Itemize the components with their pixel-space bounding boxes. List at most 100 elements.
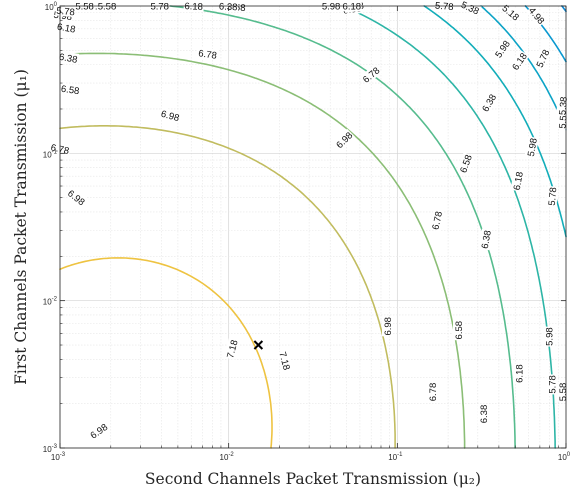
contour-label-bg (508, 49, 530, 73)
contour-label-text: 6.78 (198, 48, 218, 61)
contour-label-bg (546, 374, 558, 395)
contour-label-text: 6.38 (58, 52, 78, 66)
contour-label-text: 6.98 (160, 109, 181, 124)
contour-label: 6.58 (59, 82, 81, 97)
contour-label-bg (478, 91, 499, 115)
contour-label-text: 5.78 (56, 6, 75, 19)
contour-label-bg (453, 320, 464, 341)
contour-label-text: 6.18 (56, 22, 76, 36)
contour-label: 5.78 (546, 374, 559, 395)
y-tick-label: 10-3 (43, 444, 58, 454)
contour-label-text: 6.78 (428, 383, 439, 402)
x-axis-title-text: Second Channels Packet Transmission (μ₂) (145, 470, 481, 488)
contour-label-text: 5.58 (75, 2, 94, 13)
contour-label: 6.98 (159, 107, 182, 124)
contour-label-bg (510, 170, 525, 192)
contour-label-text: 5.58 (558, 383, 569, 402)
maximum-marker-group (253, 340, 264, 350)
contour-label-text: 6.38 (219, 1, 238, 13)
contour-label-bg (543, 326, 555, 347)
x-tick-label: 10-2 (220, 452, 235, 462)
contour-label: 7.18 (223, 337, 241, 360)
contour-label-text: 6.58 (60, 84, 80, 97)
contour-label-bg (59, 82, 81, 97)
contour-label-bg (526, 4, 548, 27)
contour-label-bg (55, 20, 78, 35)
contour-label-text: 5.78 (547, 187, 560, 206)
contour-label-bg (57, 50, 80, 65)
x-tick-label: 10-3 (51, 452, 66, 462)
contour-label-text: 5.78 (548, 375, 559, 394)
contour-label: 6.18 (55, 20, 78, 36)
contour-label: 5.58 (97, 0, 117, 13)
contour-label: 6.18 (513, 363, 526, 384)
contour-label-bg (478, 228, 493, 251)
contour-label-text: 7.18 (276, 351, 291, 372)
contour-label-text: 6.18 (343, 2, 362, 13)
contour-label-text: 6.58 (454, 321, 465, 340)
plot-frame (59, 5, 567, 449)
contour-label-bg (55, 4, 77, 18)
contour-label: 6.38 (477, 404, 490, 424)
contour-label-bg (545, 185, 559, 207)
contour-label-text: 6.98 (383, 317, 394, 336)
contour-label: 5.38 (556, 95, 570, 117)
contour-label-text: 5.38 (557, 96, 570, 115)
contour-label-text: 7.18 (225, 339, 240, 360)
contour-label-text: 6.18 (184, 1, 203, 13)
contour-label-bg (477, 404, 489, 424)
contour-label-text: 5.78 (150, 1, 169, 12)
contour-label-bg (223, 337, 240, 360)
contour-label: 6.38 (217, 0, 239, 13)
contour-label: 6.18 (510, 170, 526, 192)
contour-label-bg (458, 0, 482, 17)
contour-label-text: 6.18 (512, 171, 526, 191)
contour-lines (59, 5, 567, 449)
contour-label-text: 5.98 (526, 137, 540, 157)
x-axis-title: Second Channels Packet Transmission (μ₂) (145, 470, 481, 488)
contour-label: 7.18 (276, 349, 294, 372)
contour-label: 6.78 (429, 209, 445, 232)
contour-label-bg (513, 363, 525, 384)
contour-label-bg (197, 46, 219, 61)
maximum-marker (253, 340, 264, 350)
contour-line-6.58 (59, 52, 466, 449)
contour-label: 6.18 (183, 0, 204, 13)
contour-label-text: 6.38 (480, 230, 494, 250)
x-tick-label: 100 (558, 452, 571, 462)
contour-label-bg (429, 209, 445, 232)
contour-label-bg (524, 136, 539, 158)
contour-label: 5.98 (524, 136, 540, 158)
contour-label-bg (382, 316, 393, 337)
contour-label-bg (557, 382, 568, 402)
y-axis-title: First Channels Packet Transmission (μ₁) (12, 69, 30, 385)
contour-label-text: 5.58 (98, 2, 117, 13)
contour-label: 5.78 (55, 4, 77, 19)
contour-label: 5.78 (545, 185, 560, 207)
y-tick-label: 10-1 (43, 149, 58, 159)
contour-label-bg (499, 1, 523, 23)
contour-label-text: 5.98 (322, 1, 341, 12)
plot-background (60, 6, 566, 448)
contour-label: 5.78 (433, 0, 455, 14)
y-tick-label: 100 (45, 2, 58, 12)
contour-line-6.78 (59, 125, 396, 449)
contour-label-text: 6.18 (515, 364, 526, 383)
contour-label-bg (65, 186, 88, 208)
contour-label-bg (533, 46, 552, 70)
contour-label-bg (491, 37, 513, 61)
contour-label-bg (277, 349, 294, 372)
contour-label-text: 5.78 (435, 1, 454, 14)
contour-label: 6.38 (57, 50, 80, 66)
grid (59, 6, 566, 449)
contour-label-bg (359, 63, 383, 86)
contour-label-text: 6.38 (479, 405, 490, 424)
y-axis-title-text: First Channels Packet Transmission (μ₁) (12, 69, 30, 385)
contour-label-text: 6.78 (430, 210, 445, 230)
contour-label-bg (426, 382, 438, 402)
contour-label: 5.58 (557, 382, 569, 402)
contour-label: 5.98 (543, 326, 555, 347)
tick-labels: 10-3 10-2 10-1 100 10-3 10-2 10-1 100 (43, 2, 571, 462)
contour-label: 6.58 (453, 320, 465, 341)
